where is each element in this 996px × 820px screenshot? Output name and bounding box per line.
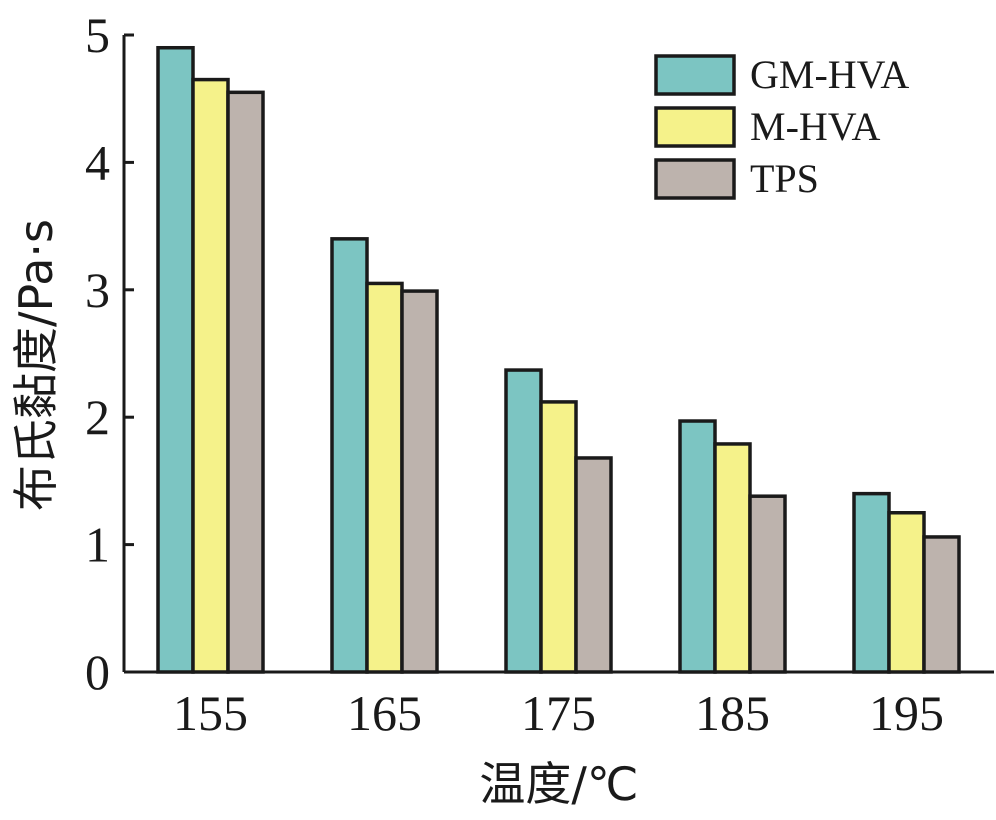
legend-swatch-gm-hva [654,54,736,96]
bar-tps-165 [400,289,439,674]
legend: GM-HVA M-HVA TPS [654,52,909,201]
bar-gm-hva-195 [852,491,891,674]
x-tick-label-195: 195 [869,685,944,741]
bars-layer [156,45,961,674]
bar-tps-185 [748,494,787,674]
legend-swatch-m-hva [654,106,736,148]
y-tick-label-4: 4 [85,134,110,190]
y-tick-label-5: 5 [85,7,110,63]
x-axis-title: 温度/℃ [479,757,638,811]
x-tick-label-185: 185 [695,685,770,741]
bar-m-hva-175 [539,400,578,674]
bar-gm-hva-155 [156,45,195,674]
axes-layer [122,35,994,674]
y-ticks: 0 1 2 3 4 5 [85,7,134,700]
bar-m-hva-185 [713,442,752,674]
bar-tps-175 [574,456,613,674]
bar-gm-hva-185 [678,419,717,674]
bar-m-hva-195 [887,511,926,674]
legend-swatch-tps [654,158,736,200]
y-tick-label-1: 1 [85,517,110,573]
y-axis-title: 布氏黏度/Pa·s [9,219,63,511]
bar-m-hva-165 [365,281,404,674]
legend-label-m-hva: M-HVA [750,104,881,149]
x-tick-label-165: 165 [347,685,422,741]
bar-tps-195 [922,535,961,674]
bar-gm-hva-165 [330,237,369,674]
bar-tps-155 [226,90,265,674]
x-ticks: 155 165 175 185 195 [173,685,944,741]
bar-gm-hva-175 [504,368,543,674]
x-tick-label-175: 175 [521,685,596,741]
x-tick-label-155: 155 [173,685,248,741]
y-tick-label-0: 0 [85,644,110,700]
legend-label-tps: TPS [750,156,819,201]
legend-label-gm-hva: GM-HVA [750,52,909,97]
bar-m-hva-155 [191,77,230,674]
y-tick-label-3: 3 [85,262,110,318]
y-tick-label-2: 2 [85,389,110,445]
